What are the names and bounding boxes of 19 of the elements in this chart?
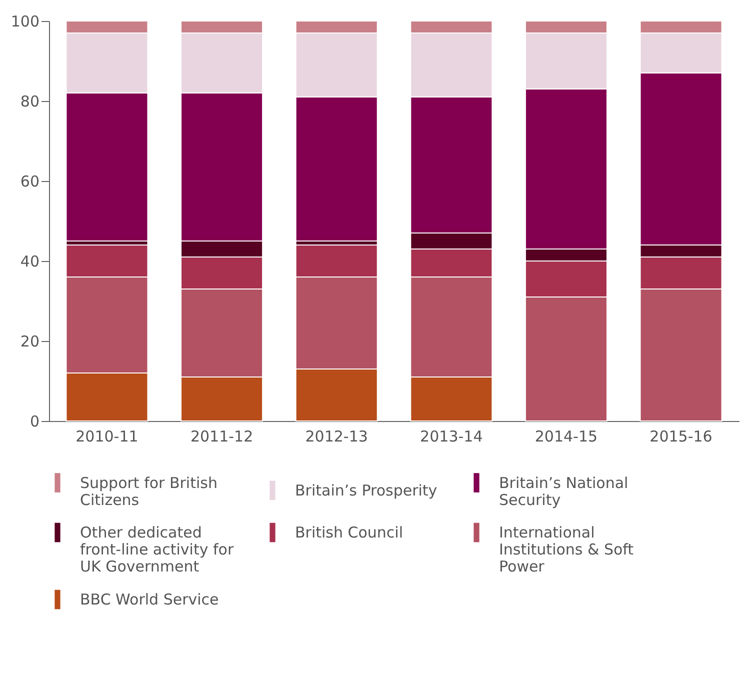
x-tick-label: 2014-15 [534, 428, 598, 446]
x-tick-label: 2010-11 [76, 428, 138, 446]
y-tick-label: 60 [20, 172, 40, 190]
legend-label: BBC World Service [80, 590, 219, 608]
x-tick-label: 2011-12 [190, 428, 254, 446]
legend-label: Support for British Citizens [80, 474, 218, 509]
y-tick-label: 100 [10, 12, 40, 30]
x-tick-label: 2015-16 [650, 428, 712, 446]
y-tick-label: 20 [20, 332, 40, 350]
legend-label: Other dedicated front-line activity for UK Government [80, 524, 234, 576]
legend-label: Britain’s Prosperity [295, 481, 438, 500]
legend-label: British Council [295, 524, 404, 542]
x-tick-label: 2013-14 [420, 428, 483, 446]
y-tick-label: 40 [20, 252, 40, 270]
legend-label: International Institutions & Soft Power [499, 524, 634, 576]
y-tick-label: 0 [30, 412, 40, 430]
legend-label: Britain’s National Security [499, 474, 628, 509]
x-tick-label: 2012-13 [305, 428, 368, 446]
y-tick-label: 80 [20, 92, 40, 110]
